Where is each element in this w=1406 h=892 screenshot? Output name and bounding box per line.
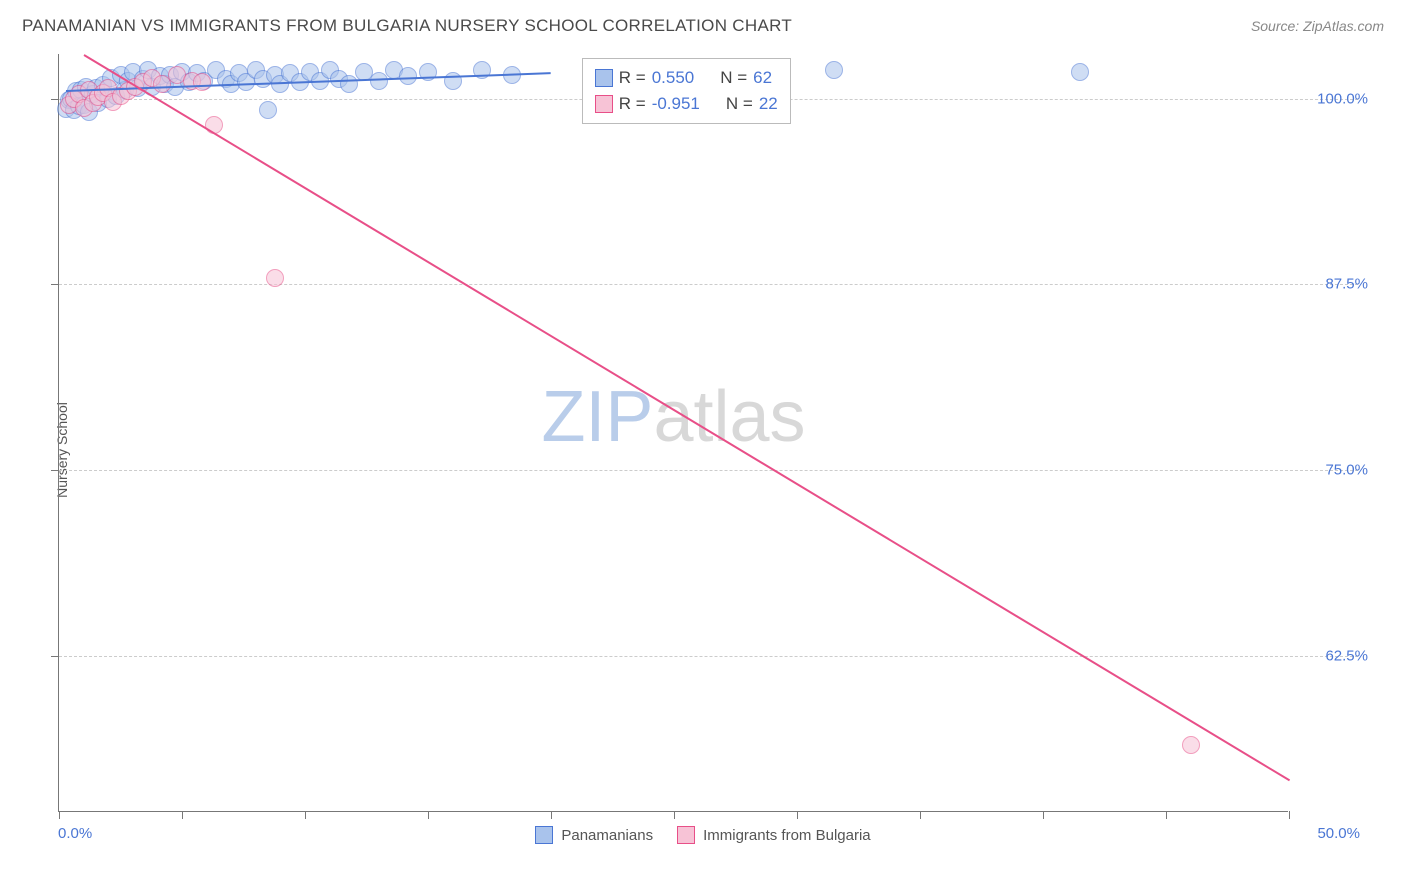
y-tick-label: 75.0% (1325, 462, 1368, 479)
legend-swatch (595, 95, 613, 113)
y-tick (51, 284, 59, 285)
n-label: N = (720, 65, 747, 91)
y-tick-label: 100.0% (1317, 90, 1368, 107)
plot-area: ZIPatlas 62.5%75.0%87.5%100.0%R = 0.550N… (58, 54, 1288, 812)
y-tick-label: 62.5% (1325, 647, 1368, 664)
n-value: 62 (753, 65, 772, 91)
stat-row: R = -0.951 N = 22 (595, 91, 778, 117)
x-tick (428, 811, 429, 819)
r-label: R = (619, 65, 646, 91)
data-point (266, 269, 284, 287)
gridline (59, 656, 1358, 657)
x-tick (182, 811, 183, 819)
legend-swatch (595, 69, 613, 87)
header-bar: PANAMANIAN VS IMMIGRANTS FROM BULGARIA N… (0, 0, 1406, 42)
data-point (1071, 63, 1089, 81)
trend-line (83, 54, 1289, 781)
stat-row: R = 0.550 N = 62 (595, 65, 778, 91)
x-tick (305, 811, 306, 819)
x-tick (1043, 811, 1044, 819)
data-point (825, 61, 843, 79)
watermark: ZIPatlas (541, 376, 805, 458)
legend-label: Panamanians (561, 827, 653, 844)
watermark-part-b: atlas (653, 377, 805, 457)
legend-item: Immigrants from Bulgaria (677, 826, 871, 844)
y-tick (51, 656, 59, 657)
data-point (259, 101, 277, 119)
data-point (340, 75, 358, 93)
data-point (444, 72, 462, 90)
data-point (193, 73, 211, 91)
n-label: N = (726, 91, 753, 117)
y-tick (51, 99, 59, 100)
r-value: -0.951 (652, 91, 700, 117)
chart-title: PANAMANIAN VS IMMIGRANTS FROM BULGARIA N… (22, 16, 792, 36)
x-tick (59, 811, 60, 819)
x-tick (1166, 811, 1167, 819)
y-tick (51, 470, 59, 471)
chart-container: Nursery School ZIPatlas 62.5%75.0%87.5%1… (20, 50, 1386, 850)
gridline (59, 284, 1358, 285)
legend-label: Immigrants from Bulgaria (703, 827, 871, 844)
legend-swatch (535, 826, 553, 844)
legend-swatch (677, 826, 695, 844)
r-value: 0.550 (652, 65, 695, 91)
correlation-stat-box: R = 0.550 N = 62 R = -0.951 N = 22 (582, 58, 791, 125)
gridline (59, 470, 1358, 471)
bottom-legend: Panamanians Immigrants from Bulgaria (20, 826, 1386, 844)
watermark-part-a: ZIP (541, 377, 653, 457)
r-label: R = (619, 91, 646, 117)
x-tick (674, 811, 675, 819)
n-value: 22 (759, 91, 778, 117)
x-tick (1289, 811, 1290, 819)
y-tick-label: 87.5% (1325, 276, 1368, 293)
legend-item: Panamanians (535, 826, 653, 844)
data-point (1182, 736, 1200, 754)
chart-source: Source: ZipAtlas.com (1251, 18, 1384, 34)
x-tick (920, 811, 921, 819)
x-tick (797, 811, 798, 819)
x-tick (551, 811, 552, 819)
